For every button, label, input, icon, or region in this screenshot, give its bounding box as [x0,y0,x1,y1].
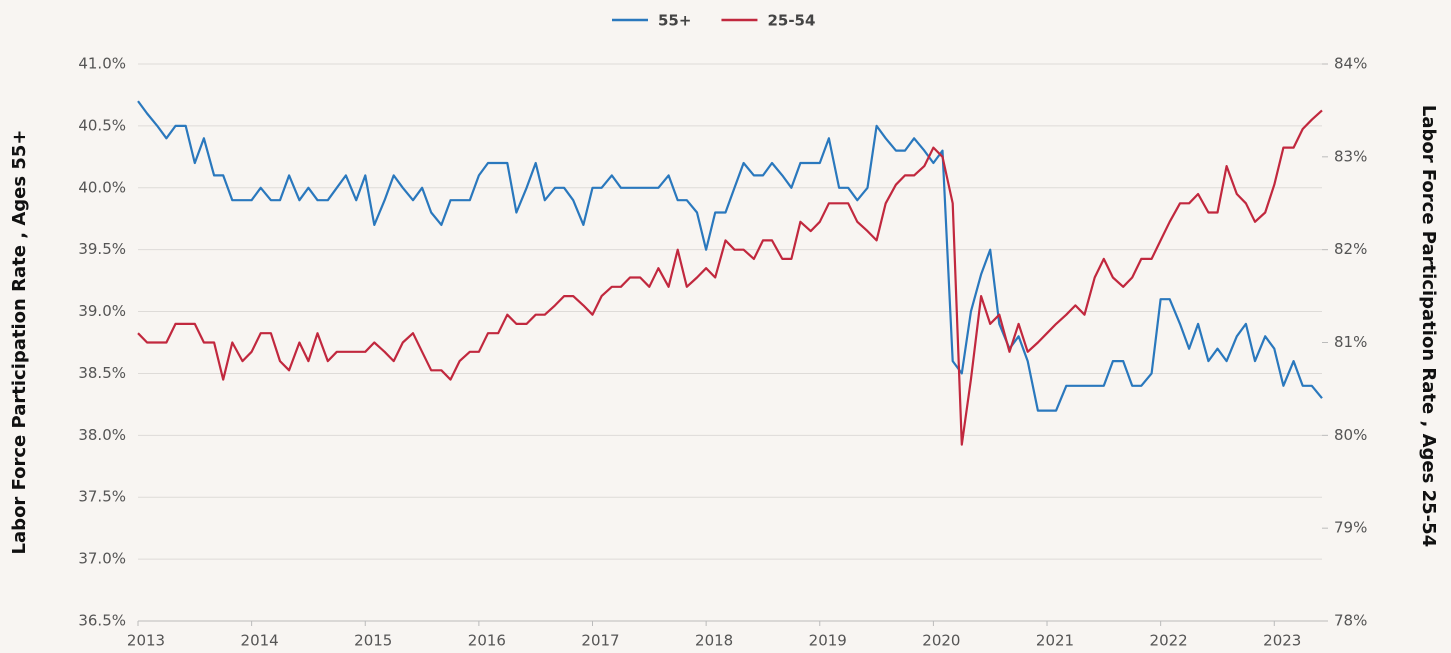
x-tick-label: 2022 [1150,632,1188,650]
x-tick-label: 2013 [127,632,165,650]
y2-tick-label: 82% [1334,240,1367,258]
y-tick-label: 39.0% [78,302,126,320]
y2-tick-label: 78% [1334,612,1367,630]
x-tick-label: 2020 [922,632,960,650]
y-tick-label: 39.5% [78,240,126,258]
y-tick-label: 38.0% [78,426,126,444]
y-tick-label: 38.5% [78,364,126,382]
y2-tick-label: 80% [1334,426,1367,444]
x-tick-label: 2021 [1036,632,1074,650]
line-0 [137,100,1323,412]
line-1 [137,109,1323,446]
y-axis-title: Labor Force Participation Rate , Ages 55… [9,130,30,555]
y2-tick-label: 81% [1334,333,1367,351]
y-tick-label: 40.5% [78,116,126,134]
x-tick-label: 2015 [354,632,392,650]
y2-tick-label: 79% [1334,519,1367,537]
x-tick-label: 2016 [468,632,506,650]
x-tick-label: 2023 [1263,632,1301,650]
y-tick-label: 41.0% [78,55,126,73]
y-tick-label: 37.0% [78,550,126,568]
legend-label: 25-54 [767,12,815,30]
y2-axis-title: Labor Force Participation Rate , Ages 25… [1418,105,1439,547]
y2-tick-label: 84% [1334,55,1367,73]
y2-tick-label: 83% [1334,147,1367,165]
y-tick-label: 37.5% [78,488,126,506]
y-tick-label: 40.0% [78,178,126,196]
y-tick-label: 36.5% [78,612,126,630]
x-tick-label: 2017 [581,632,619,650]
x-tick-label: 2019 [809,632,847,650]
x-tick-label: 2018 [695,632,733,650]
x-tick-label: 2014 [241,632,279,650]
legend-label: 55+ [658,12,691,30]
